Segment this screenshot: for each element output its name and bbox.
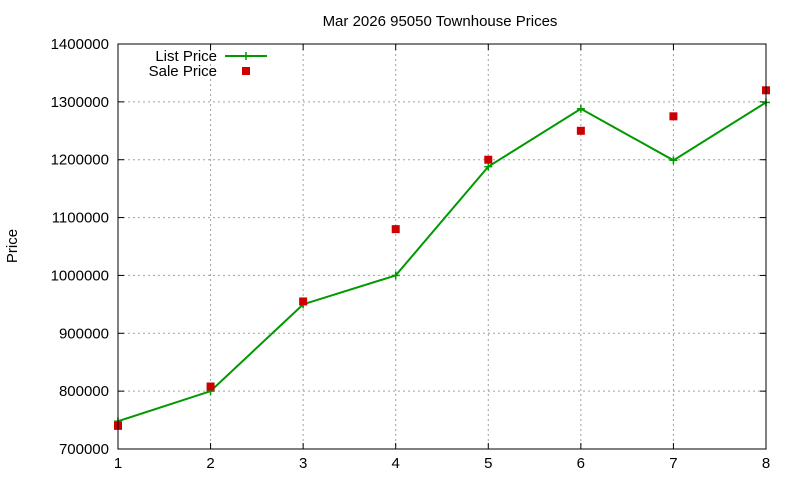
data-point [576, 104, 585, 113]
legend-marker [242, 52, 250, 60]
axis-ticks: 700000 800000 900000 1000000 1100000 1200000 1… [51, 36, 771, 472]
y-tick-label: 1100000 [52, 210, 109, 227]
series-layer [114, 86, 770, 430]
y-tick-label: 1300000 [51, 94, 109, 111]
data-point [391, 271, 400, 280]
x-tick-label: 7 [669, 455, 677, 472]
y-axis-label: Price [4, 229, 21, 263]
legend-marker [242, 67, 250, 75]
x-tick-label: 3 [299, 455, 307, 472]
data-point [669, 156, 678, 165]
x-tick-label: 4 [392, 455, 400, 472]
data-point [391, 225, 400, 234]
chart-title: Mar 2026 95050 Townhouse Prices [323, 13, 558, 30]
series-line [117, 101, 767, 423]
x-tick-label: 8 [762, 455, 770, 472]
y-tick-label: 1000000 [51, 267, 109, 284]
plot-frame [117, 43, 767, 450]
x-tick-label: 5 [484, 455, 492, 472]
x-tick-label: 6 [577, 455, 585, 472]
series-1 [114, 86, 770, 430]
x-tick-label: 1 [114, 455, 122, 472]
grid [118, 44, 766, 449]
series-0 [114, 98, 770, 426]
data-point [299, 297, 308, 306]
y-tick-label: 1200000 [51, 152, 109, 169]
y-tick-label: 900000 [59, 325, 109, 342]
x-tick-label: 2 [206, 455, 214, 472]
y-tick-label: 800000 [59, 383, 109, 400]
legend-label: Sale Price [149, 63, 217, 80]
data-point [484, 155, 493, 164]
legend-label: List Price [155, 48, 217, 65]
data-point [669, 112, 678, 121]
data-point [206, 382, 215, 391]
data-point [576, 126, 585, 135]
y-tick-label: 1400000 [51, 36, 109, 53]
y-tick-label: 700000 [59, 441, 109, 458]
data-point [484, 162, 493, 171]
